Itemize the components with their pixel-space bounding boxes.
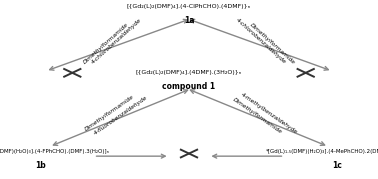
Text: 1c: 1c — [332, 161, 342, 170]
Text: 4-fluorobenzaldehyde: 4-fluorobenzaldehyde — [93, 95, 148, 136]
Text: [{Gd₂(L)₂(DMF)₄].(4DMF).(3H₂O)}ₙ: [{Gd₂(L)₂(DMF)₄].(4DMF).(3H₂O)}ₙ — [136, 71, 242, 76]
Text: *[Gd(L)₁.₅(DMF)(H₂O)₃].(4-MePhCHO).2(DMF).(H₂O)]ₙ: *[Gd(L)₁.₅(DMF)(H₂O)₃].(4-MePhCHO).2(DMF… — [266, 149, 378, 154]
Text: 4-chlorobenzaldehyde: 4-chlorobenzaldehyde — [91, 17, 143, 65]
Text: [{Gd₂(L)₂(DMF)₄].(4-ClPhCHO).(4DMF)}ₙ: [{Gd₂(L)₂(DMF)₄].(4-ClPhCHO).(4DMF)}ₙ — [127, 4, 251, 9]
Text: Dimethylformamide: Dimethylformamide — [82, 22, 129, 66]
Text: compound 1: compound 1 — [163, 83, 215, 91]
Text: 4-methylbenzaldehyde: 4-methylbenzaldehyde — [239, 92, 298, 135]
Text: 4-chlorobenzaldehyde: 4-chlorobenzaldehyde — [235, 17, 287, 65]
Text: 1a: 1a — [184, 16, 194, 25]
Text: Dimethylformamide: Dimethylformamide — [249, 22, 296, 66]
Text: [[Gd(L)₁.₅(DMF)(H₂O)₃].(4-FPhCHO).(DMF).3(H₂O)]ₙ: [[Gd(L)₁.₅(DMF)(H₂O)₃].(4-FPhCHO).(DMF).… — [0, 149, 109, 154]
Text: Dimethylformamide: Dimethylformamide — [232, 96, 283, 134]
Text: 1b: 1b — [36, 161, 46, 170]
Text: Dimethylformamide: Dimethylformamide — [84, 94, 135, 132]
